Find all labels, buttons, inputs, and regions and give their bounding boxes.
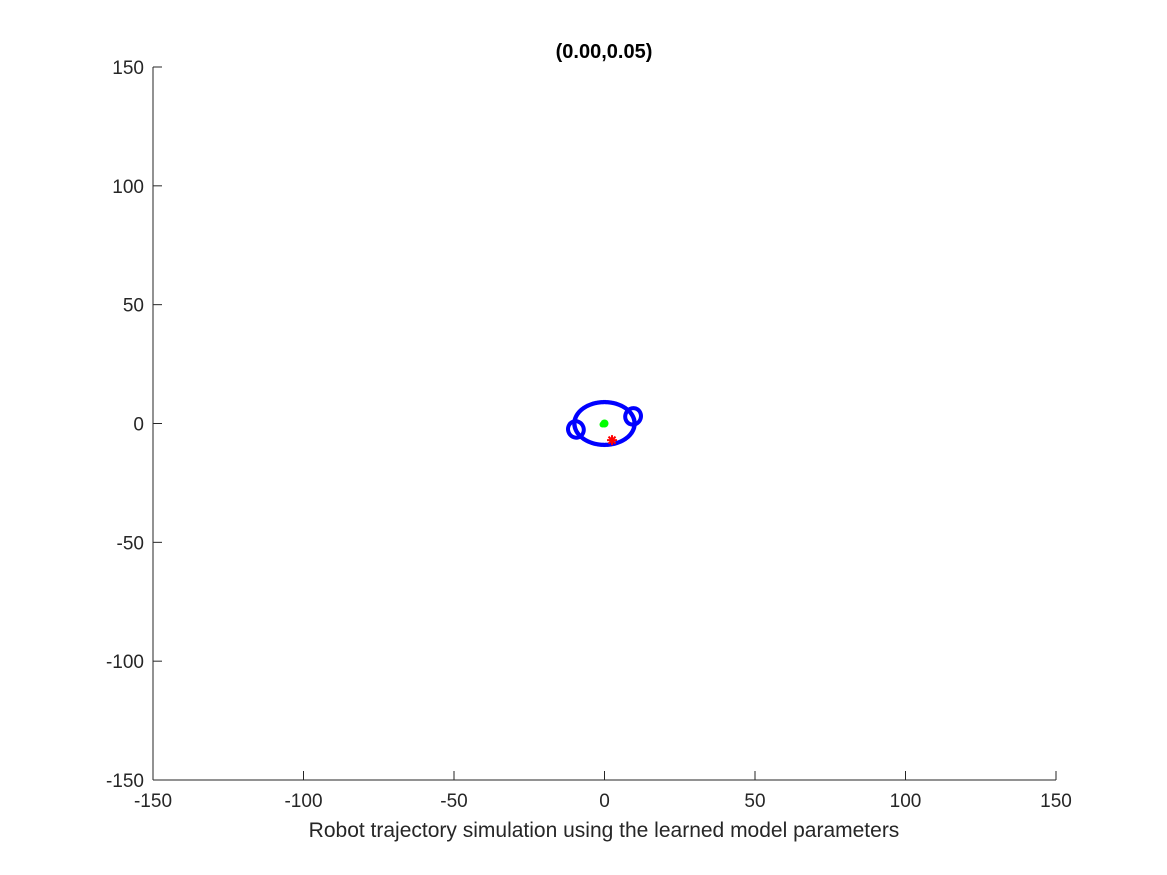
current-point (607, 435, 617, 445)
x-tick-label: -150 (134, 791, 172, 812)
x-tick-label: 50 (744, 791, 765, 812)
plot-area (566, 399, 643, 448)
x-tick-label: -50 (440, 791, 467, 812)
y-tick-label: -50 (117, 533, 144, 554)
x-tick-label: -100 (284, 791, 322, 812)
start-point (599, 421, 606, 428)
x-tick-label: 100 (890, 791, 922, 812)
trajectory-loop (624, 407, 642, 426)
trajectory-loop (625, 408, 641, 425)
axes (152, 66, 1057, 781)
trajectory-loop (623, 406, 643, 427)
y-tick-label: -100 (106, 652, 144, 673)
y-tick-label: -150 (106, 771, 144, 792)
x-axis-label: Robot trajectory simulation using the le… (309, 819, 900, 842)
tick-labels: -150 -100 -50 0 50 100 150 -150 -100 -50 0 50 100 150 (106, 58, 1072, 812)
x-tick-label: 150 (1040, 791, 1072, 812)
trajectory-loop (567, 420, 585, 439)
chart-title: (0.00,0.05) (556, 41, 653, 63)
y-tick-label: 150 (112, 58, 144, 79)
y-tick-label: 0 (133, 415, 144, 436)
y-tick-label: 50 (123, 296, 144, 317)
x-tick-label: 0 (599, 791, 610, 812)
trajectory-loop (566, 419, 586, 440)
trajectory-loop (568, 421, 584, 438)
y-tick-label: 100 (112, 177, 144, 198)
